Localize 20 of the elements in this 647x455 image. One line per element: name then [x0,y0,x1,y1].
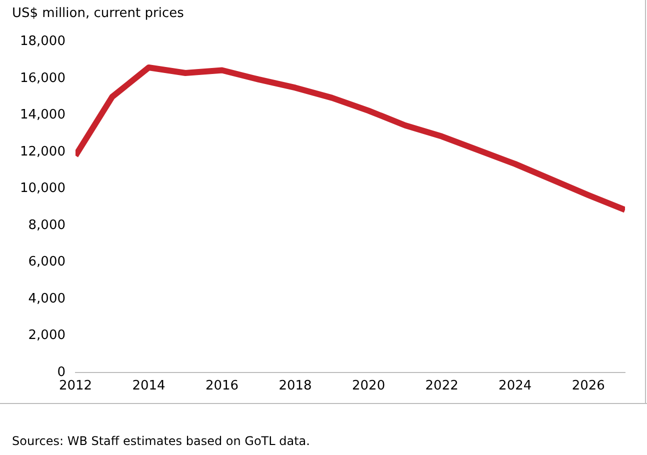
x-tick-label: 2016 [205,378,239,394]
x-tick-label: 2014 [132,378,166,394]
x-tick-label: 2020 [352,378,386,394]
x-tick-label: 2018 [278,378,312,394]
y-tick-label: 14,000 [20,108,66,123]
source-note: Sources: WB Staff estimates based on GoTL data. [12,434,310,448]
y-tick-label: 4,000 [28,291,66,306]
y-tick-label: 10,000 [20,181,66,196]
y-tick-label: 8,000 [28,218,66,233]
x-tick-label: 2022 [425,378,458,394]
y-tick-label: 0 [57,364,66,380]
y-tick-label: 18,000 [20,34,66,50]
y-tick-label: 2,000 [28,328,66,344]
x-tick-label: 2024 [498,378,532,394]
y-tick-label: 6,000 [28,254,66,270]
x-tick-label: 2026 [572,378,605,394]
y-axis-title: US$ million, current prices [12,6,184,21]
y-tick-label: 12,000 [20,144,66,160]
x-tick-label: 2012 [58,378,92,394]
y-tick-label: 16,000 [20,70,66,86]
